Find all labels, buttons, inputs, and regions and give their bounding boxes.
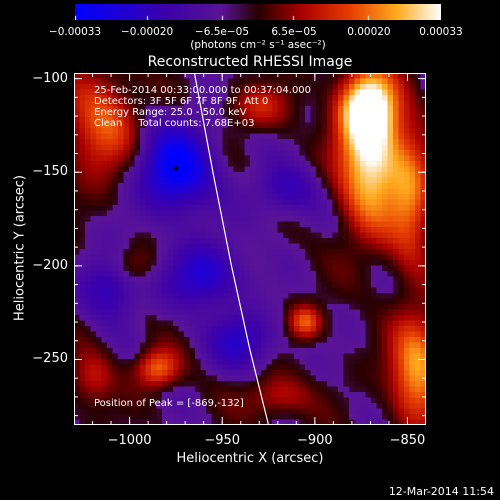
x-axis-label: Heliocentric X (arcsec) [176, 451, 324, 466]
plot-area [74, 73, 426, 425]
colorbar [75, 4, 441, 20]
footer-date: 12-Mar-2014 11:54 [388, 485, 494, 498]
y-axis-label: Heliocentric Y (arcsec) [12, 175, 28, 321]
colorbar-tick-label: −6.5e−05 [194, 26, 250, 38]
colorbar-tick-label: 6.5e−05 [271, 26, 317, 38]
heatmap-image [74, 73, 426, 425]
solar-limb-line [193, 73, 270, 425]
colorbar-units: (photons cm⁻² s⁻¹ asec⁻²) [190, 39, 326, 51]
chart-title: Reconstructed RHESSI Image [147, 54, 353, 70]
x-tick-label: −900 [296, 433, 333, 448]
annotation-clean: Clean Total counts: 7.68E+03 [94, 118, 255, 129]
colorbar-tick-label: 0.00020 [347, 26, 391, 38]
plot-frame [74, 73, 426, 425]
x-tick-label: −1000 [107, 433, 152, 448]
colorbar-tick-label: −0.00033 [48, 26, 102, 38]
y-tick-label: −200 [32, 257, 68, 273]
colorbar-tick-label: 0.00033 [419, 26, 463, 38]
annotation-time-range: 25-Feb-2014 00:33:00.000 to 00:37:04.000 [94, 85, 312, 96]
x-tick-label: −850 [389, 433, 426, 448]
y-tick-label: −250 [32, 351, 68, 367]
annotation-energy: Energy Range: 25.0 - 50.0 keV [94, 107, 247, 118]
annotation-detectors: Detectors: 3F 5F 6F 7F 8F 9F, Att 0 [94, 96, 269, 107]
y-tick-label: −100 [32, 70, 68, 86]
minimum-marker [173, 166, 179, 171]
x-tick-label: −950 [204, 433, 241, 448]
y-tick-label: −150 [32, 164, 68, 180]
colorbar-tick-label: −0.00020 [120, 26, 174, 38]
annotation-peak: Position of Peak = [-869,-132] [94, 398, 244, 409]
